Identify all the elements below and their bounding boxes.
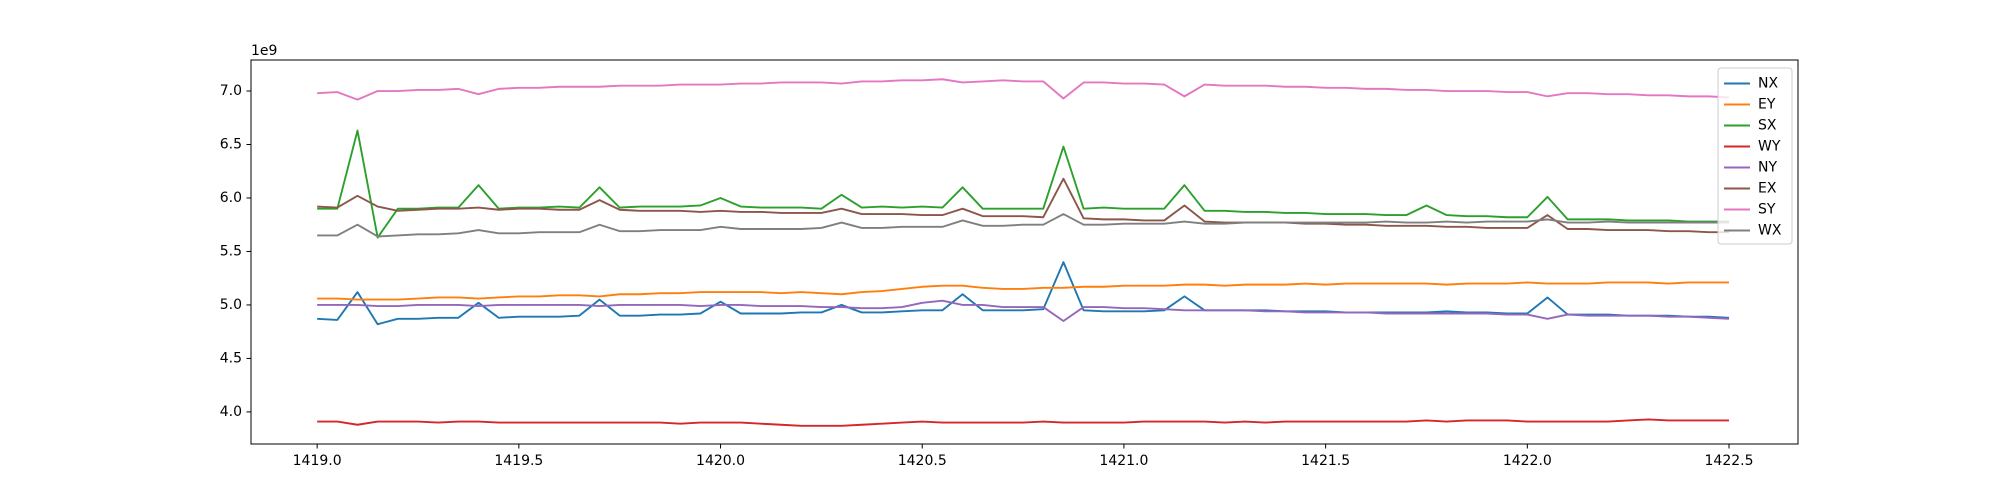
y-tick-label: 4.5 [220,350,242,366]
y-tick-label: 6.5 [220,137,242,153]
axes-frame [250,59,1799,445]
x-tick-label: 1421.0 [1099,453,1148,469]
series-line [317,78,1730,101]
series-line [317,281,1730,301]
legend-label: NX [1758,76,1778,92]
legend-label: SY [1758,202,1776,218]
y-tick-label: 4.0 [220,404,242,420]
series-line [317,299,1730,322]
legend-label: NY [1758,160,1777,176]
legend-label: WY [1758,139,1781,155]
series-line [317,129,1730,239]
legend-label: SX [1758,118,1777,134]
y-offset-label: 1e9 [251,43,277,59]
legend: NX EY SX WY NY EX SY WX [1717,67,1793,245]
legend-label: EY [1758,97,1776,113]
x-tick-label: 1419.5 [494,453,543,469]
y-tick-label: 5.0 [220,297,242,313]
legend-label: EX [1758,181,1777,197]
x-tick-label: 1420.5 [898,453,947,469]
x-tick-label: 1421.5 [1301,453,1350,469]
x-tick-label: 1419.0 [293,453,342,469]
series-line [317,177,1730,234]
y-tick-label: 6.0 [220,190,242,206]
y-tick-label: 5.5 [220,243,242,259]
series-line [317,213,1730,238]
x-tick-label: 1422.5 [1705,453,1754,469]
x-tick-label: 1422.0 [1503,453,1552,469]
legend-label: WX [1758,223,1782,239]
x-tick-label: 1420.0 [696,453,745,469]
legend-frame [1717,67,1793,245]
y-tick-label: 7.0 [220,83,242,99]
series-line [317,261,1730,326]
series-line [317,418,1730,427]
